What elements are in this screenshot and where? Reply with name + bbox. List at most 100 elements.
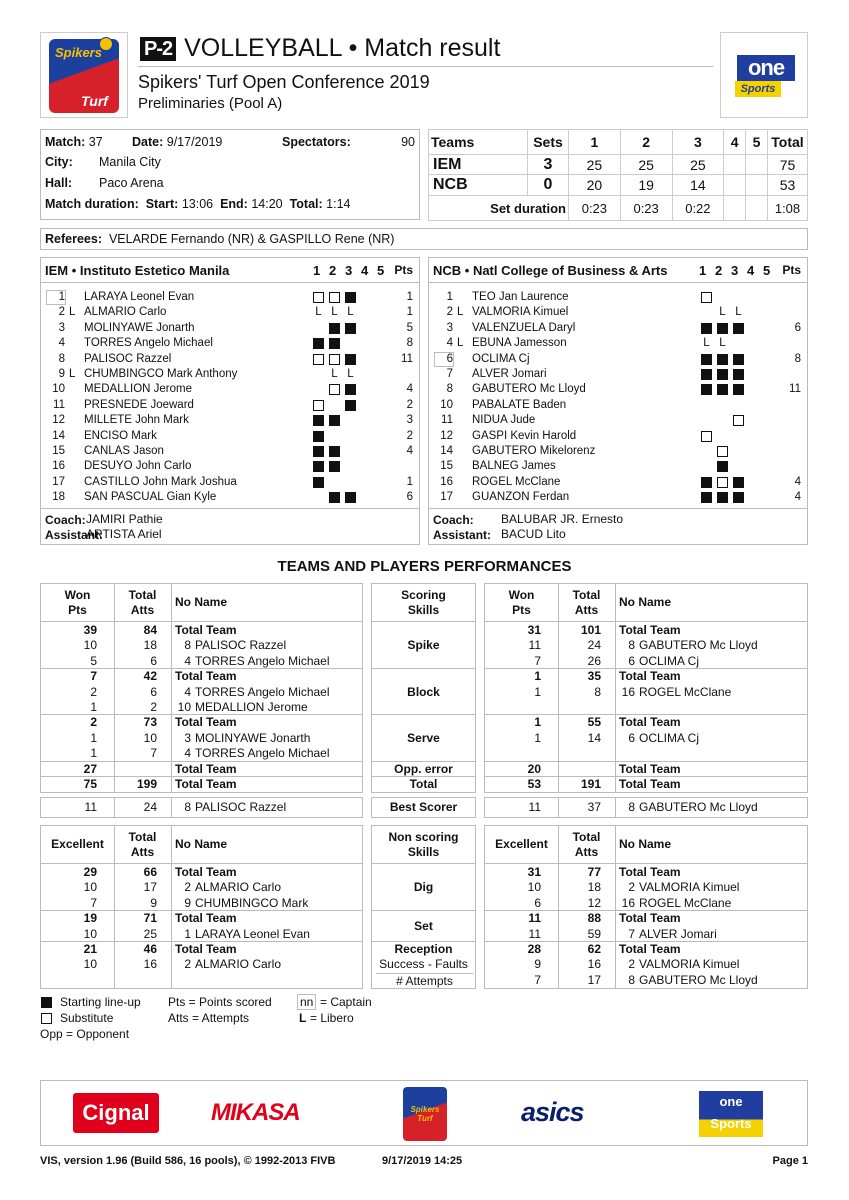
set-score: 20 bbox=[568, 174, 621, 196]
stat-attempts: 84 bbox=[143, 623, 157, 637]
starter-square-icon bbox=[329, 338, 340, 350]
points-column-header: Pts bbox=[782, 263, 801, 277]
substitute-square-icon bbox=[41, 1013, 52, 1024]
player-number: 3 bbox=[446, 321, 453, 334]
player-points: 8 bbox=[406, 337, 413, 350]
stat-value: 2 bbox=[90, 684, 97, 699]
set-duration-label: Set duration bbox=[428, 195, 569, 221]
player-points: 5 bbox=[406, 321, 413, 334]
sports-logo-text: Sports bbox=[735, 81, 781, 97]
player-name: GASPI Kevin Harold bbox=[472, 429, 577, 442]
assistant-name: ARTISTA Ariel bbox=[86, 527, 162, 541]
column-header: Total Atts bbox=[128, 830, 157, 859]
skill-label: # Attempts bbox=[376, 972, 473, 988]
score-header: Total bbox=[767, 129, 808, 155]
page-badge: P-2 bbox=[140, 36, 177, 61]
player-points: 6 bbox=[406, 491, 413, 504]
player-name: OCLIMA Cj bbox=[639, 730, 700, 745]
score-row-iem: IEM 3 25 25 25 75 bbox=[428, 154, 808, 175]
player-points: 11 bbox=[789, 383, 801, 396]
hall-label: Hall: bbox=[45, 176, 73, 190]
skill-label: Dig bbox=[413, 880, 434, 895]
player-name: PALISOC Razzel bbox=[84, 352, 172, 365]
player-number: 11 bbox=[53, 398, 65, 411]
set-score: 25 bbox=[568, 154, 621, 175]
player-number: 8 bbox=[58, 352, 65, 365]
column-divider bbox=[171, 826, 172, 989]
libero-set-marker: L bbox=[331, 368, 338, 380]
points-column-header: Pts bbox=[394, 263, 413, 277]
starter-square-icon bbox=[345, 384, 356, 396]
team-total-label: Total Team bbox=[175, 761, 237, 776]
city-label: City: bbox=[45, 155, 73, 169]
stat-attempts: 59 bbox=[587, 926, 601, 941]
starter-square-icon bbox=[313, 415, 324, 427]
set-column-header: 3 bbox=[731, 263, 739, 278]
stat-value: 31 bbox=[527, 623, 541, 637]
header-divider bbox=[485, 621, 807, 622]
column-divider bbox=[615, 826, 616, 989]
stat-value: 20 bbox=[527, 761, 541, 776]
match-number: 37 bbox=[88, 135, 103, 149]
player-name: ROGEL McClane bbox=[639, 895, 732, 910]
stat-attempts: 35 bbox=[587, 669, 601, 684]
column-divider bbox=[558, 584, 559, 793]
stat-attempts: 16 bbox=[587, 957, 601, 972]
stat-attempts: 77 bbox=[587, 865, 601, 879]
header-divider bbox=[485, 863, 807, 864]
player-number: 12 bbox=[440, 429, 453, 442]
player-row: 11 PRESNEDE Joeward 2 bbox=[41, 398, 419, 413]
player-row: 10 MEDALLION Jerome 4 bbox=[41, 382, 419, 397]
stat-value: 1 bbox=[90, 746, 97, 761]
spectators-label: Spectators: bbox=[282, 135, 351, 149]
stat-value: 7 bbox=[90, 895, 97, 910]
skill-label: Serve bbox=[407, 730, 440, 745]
stat-attempts: 71 bbox=[143, 911, 157, 926]
player-name: DESUYO John Carlo bbox=[84, 460, 192, 473]
player-number: 2 bbox=[184, 880, 191, 895]
title-text: VOLLEYBALL • Match result bbox=[184, 34, 501, 62]
player-name: VALMORIA Kimuel bbox=[639, 880, 740, 895]
stat-attempts: 24 bbox=[143, 800, 157, 814]
stat-value: 5 bbox=[90, 653, 97, 668]
stat-attempts: 9 bbox=[150, 895, 157, 910]
player-name: ALMARIO Carlo bbox=[195, 880, 282, 895]
set-column-header: 1 bbox=[313, 263, 321, 278]
end-label: End: bbox=[220, 197, 248, 211]
player-name: SAN PASCUAL Gian Kyle bbox=[84, 491, 217, 504]
team-total-label: Total Team bbox=[175, 942, 237, 956]
starter-square-icon bbox=[313, 476, 324, 488]
team-header: NCB • Natl College of Business & Arts 1 2 3… bbox=[429, 258, 807, 283]
legend-libero-l: L bbox=[299, 1011, 307, 1025]
header-divider bbox=[41, 863, 362, 864]
starter-square-icon bbox=[345, 322, 356, 334]
substitute-square-icon bbox=[701, 430, 712, 442]
column-divider bbox=[171, 798, 172, 817]
starter-square-icon bbox=[733, 322, 744, 334]
player-number: 2 bbox=[446, 306, 453, 319]
team-name: IEM • Instituto Estetico Manila bbox=[45, 263, 230, 278]
libero-marker: L bbox=[69, 306, 76, 319]
player-number: 4 bbox=[184, 684, 191, 699]
set-score bbox=[745, 174, 768, 196]
sponsors-bar: Cignal MIKASA Spikers Turf asics one Spo… bbox=[40, 1080, 808, 1146]
referees-value: VELARDE Fernando (NR) & GASPILLO Rene (N… bbox=[108, 232, 395, 246]
player-name: CHUMBINGCO Mark Anthony bbox=[84, 368, 238, 380]
player-number: 2 bbox=[58, 306, 65, 319]
player-name: ENCISO Mark bbox=[84, 429, 157, 442]
player-name: NIDUA Jude bbox=[472, 414, 536, 427]
skill-label: Reception bbox=[394, 942, 453, 956]
player-row: 7 ALVER Jomari bbox=[429, 367, 807, 382]
stat-value: 39 bbox=[83, 623, 97, 637]
column-header: No Name bbox=[175, 595, 228, 609]
player-number: 10 bbox=[177, 700, 191, 714]
column-divider bbox=[558, 826, 559, 989]
player-number: 1 bbox=[184, 926, 191, 941]
team-total-label: Total Team bbox=[619, 865, 681, 879]
starter-square-icon bbox=[329, 461, 340, 473]
set-duration: 0:23 bbox=[619, 195, 673, 221]
player-number: 18 bbox=[52, 491, 65, 504]
set-score bbox=[745, 154, 768, 175]
player-row: 17 GUANZON Ferdan 4 bbox=[429, 490, 807, 505]
legend-pts: Pts = Points scored bbox=[168, 995, 272, 1009]
